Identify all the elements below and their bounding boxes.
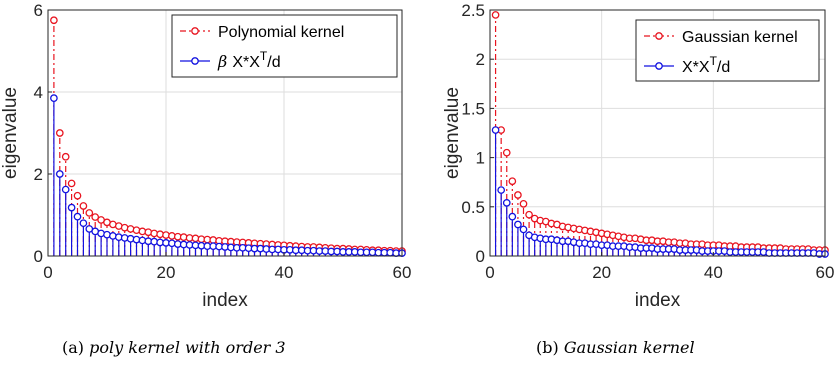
x-tick-label: 40 <box>275 263 294 282</box>
y-tick-label: 2.5 <box>461 1 485 20</box>
stem-marker <box>502 148 511 157</box>
legend-box <box>171 14 398 78</box>
x-tick-label: 0 <box>43 263 52 282</box>
legend-marker <box>191 57 199 65</box>
legend: Gaussian kernel X*XT/d <box>635 19 820 82</box>
y-axis-label: eigenvalue <box>0 87 21 179</box>
axes-box <box>489 9 826 257</box>
y-tick-label: 6 <box>34 1 43 20</box>
legend: Polynomial kernel β X*XT/d <box>171 14 398 78</box>
stem-marker <box>508 212 517 221</box>
stem-marker <box>79 202 88 210</box>
caption-b: (b) Gaussian kernel <box>536 338 695 357</box>
x-tick-label: 20 <box>592 263 611 282</box>
x-tick-label: 60 <box>816 263 835 282</box>
stem-marker <box>61 185 70 194</box>
stem-marker <box>67 179 76 188</box>
legend-entry: Gaussian kernel <box>682 29 798 46</box>
stem-marker <box>73 212 82 221</box>
stem-marker <box>91 213 100 221</box>
chart-panel-1: 0 20 40 60 0 0.5 1 1.5 2 2.5 index eigenvalue Gaussi… <box>442 1 834 311</box>
y-tick-label: 0.5 <box>461 198 485 217</box>
legend-box <box>635 19 820 82</box>
y-tick-label: 2 <box>476 50 485 69</box>
stem-marker <box>50 94 58 103</box>
legend-entry: Polynomial kernel <box>218 24 344 41</box>
caption-a-text: poly kernel with order 3 <box>89 338 286 357</box>
x-tick-label: 0 <box>485 263 494 282</box>
stem-marker <box>508 177 517 186</box>
legend-entry: X*XT/d <box>682 54 730 76</box>
x-axis-label: index <box>202 290 248 311</box>
caption-a: (a) poly kernel with order 3 <box>62 338 286 357</box>
caption-b-tag: (b) <box>536 338 559 357</box>
x-tick-label: 60 <box>393 263 412 282</box>
legend-marker <box>655 32 663 40</box>
stem-marker <box>497 186 506 194</box>
y-tick-label: 1 <box>476 149 485 168</box>
stem-marker <box>519 199 528 208</box>
caption-a-tag: (a) <box>62 338 85 357</box>
y-axis-label: eigenvalue <box>442 87 463 179</box>
stem-marker <box>491 11 500 19</box>
stem-marker <box>50 16 58 25</box>
stem-marker <box>502 199 511 207</box>
y-tick-label: 1.5 <box>461 99 485 118</box>
stem-marker <box>85 209 94 217</box>
stem-marker <box>491 126 500 134</box>
stem-marker <box>67 203 76 212</box>
stem-marker <box>79 219 88 228</box>
y-tick-label: 0 <box>34 247 43 266</box>
axes-box <box>47 9 403 257</box>
stem-marker <box>514 220 522 229</box>
x-tick-label: 40 <box>704 263 723 282</box>
stem-marker <box>73 191 82 200</box>
stem-marker <box>55 170 64 178</box>
stem-marker <box>514 191 522 199</box>
x-tick-label: 20 <box>157 263 176 282</box>
x-axis-label: index <box>635 290 681 311</box>
chart-panel-0: 0 20 40 60 0 2 4 6 index eigenvalue Polynomial ker… <box>0 1 411 311</box>
caption-b-text: Gaussian kernel <box>563 338 695 357</box>
series-1 <box>50 94 406 257</box>
stem-marker <box>519 225 528 234</box>
y-tick-label: 2 <box>34 165 43 184</box>
stem-marker <box>55 129 64 137</box>
legend-marker <box>191 27 199 35</box>
y-tick-label: 0 <box>476 247 485 266</box>
stem-marker <box>61 152 70 161</box>
y-tick-label: 4 <box>34 83 43 102</box>
legend-marker <box>655 62 663 70</box>
legend-entry: β X*XT/d <box>217 49 281 71</box>
stem-marker <box>525 210 533 219</box>
series-1 <box>491 126 829 258</box>
